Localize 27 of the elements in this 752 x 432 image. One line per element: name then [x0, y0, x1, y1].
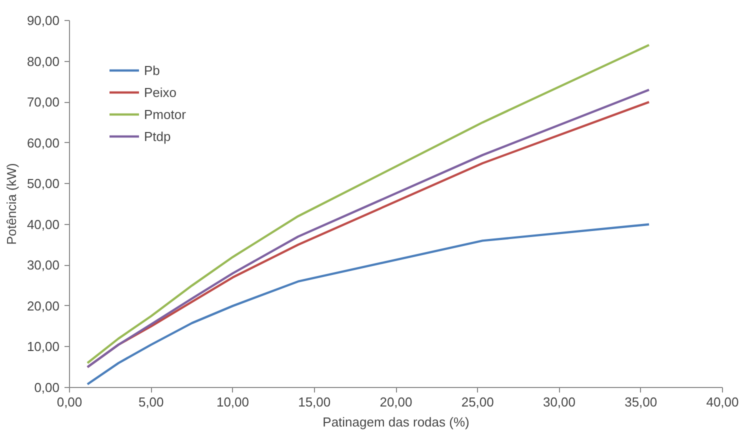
x-tick-label: 15,00 — [298, 394, 331, 410]
legend-label: Peixo — [144, 84, 177, 100]
legend-label: Pmotor — [144, 106, 186, 122]
x-tick-label: 10,00 — [216, 394, 250, 410]
y-tick-label: 40,00 — [26, 216, 60, 232]
legend-label: Ptdp — [144, 128, 171, 144]
y-tick-label: 10,00 — [26, 339, 60, 354]
line-series — [86, 223, 650, 386]
y-tick-label: 90,00 — [26, 13, 60, 28]
x-tick-label: 0,00 — [56, 394, 82, 410]
y-tick-label: 80,00 — [26, 54, 60, 69]
x-tick-label: 5,00 — [138, 394, 164, 410]
x-tick-label: 35,00 — [624, 394, 658, 410]
y-tick-label: 70,00 — [26, 94, 60, 110]
x-axis-title: Patinagem das rodas (%) — [322, 414, 470, 430]
y-tick-label: 20,00 — [26, 298, 60, 314]
x-tick-label: 30,00 — [542, 394, 576, 410]
y-tick-label: 0,00 — [34, 380, 60, 395]
y-tick-label: 50,00 — [26, 176, 60, 192]
y-tick-label: 30,00 — [26, 258, 60, 273]
line-series — [86, 44, 650, 364]
legend-label: Pb — [144, 62, 161, 78]
x-tick-label: 25,00 — [461, 394, 494, 410]
y-tick-label: 60,00 — [26, 135, 60, 150]
x-tick-label: 20,00 — [380, 394, 412, 410]
y-axis-title: Potência (kW) — [4, 163, 19, 245]
x-tick-label: 40,00 — [706, 394, 739, 410]
